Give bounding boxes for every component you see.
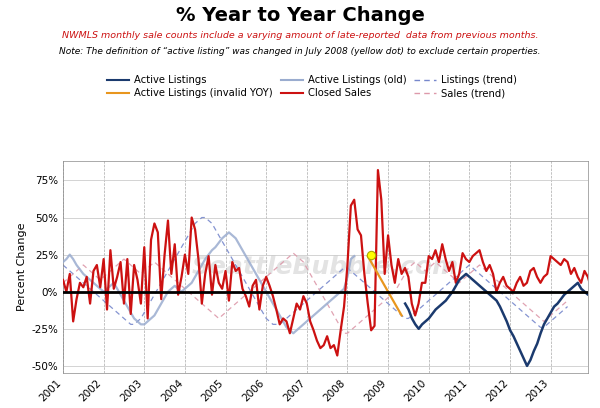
Text: SeattleBubble.com: SeattleBubble.com — [192, 255, 459, 279]
Text: % Year to Year Change: % Year to Year Change — [176, 6, 424, 25]
Y-axis label: Percent Change: Percent Change — [17, 223, 27, 311]
Text: NWMLS monthly sale counts include a varying amount of late-reported  data from p: NWMLS monthly sale counts include a vary… — [62, 31, 538, 40]
Legend: Active Listings, Active Listings (invalid YOY), Active Listings (old), Closed Sa: Active Listings, Active Listings (invali… — [103, 71, 521, 102]
Text: Note: The definition of “active listing” was changed in July 2008 (yellow dot) t: Note: The definition of “active listing”… — [59, 47, 541, 56]
